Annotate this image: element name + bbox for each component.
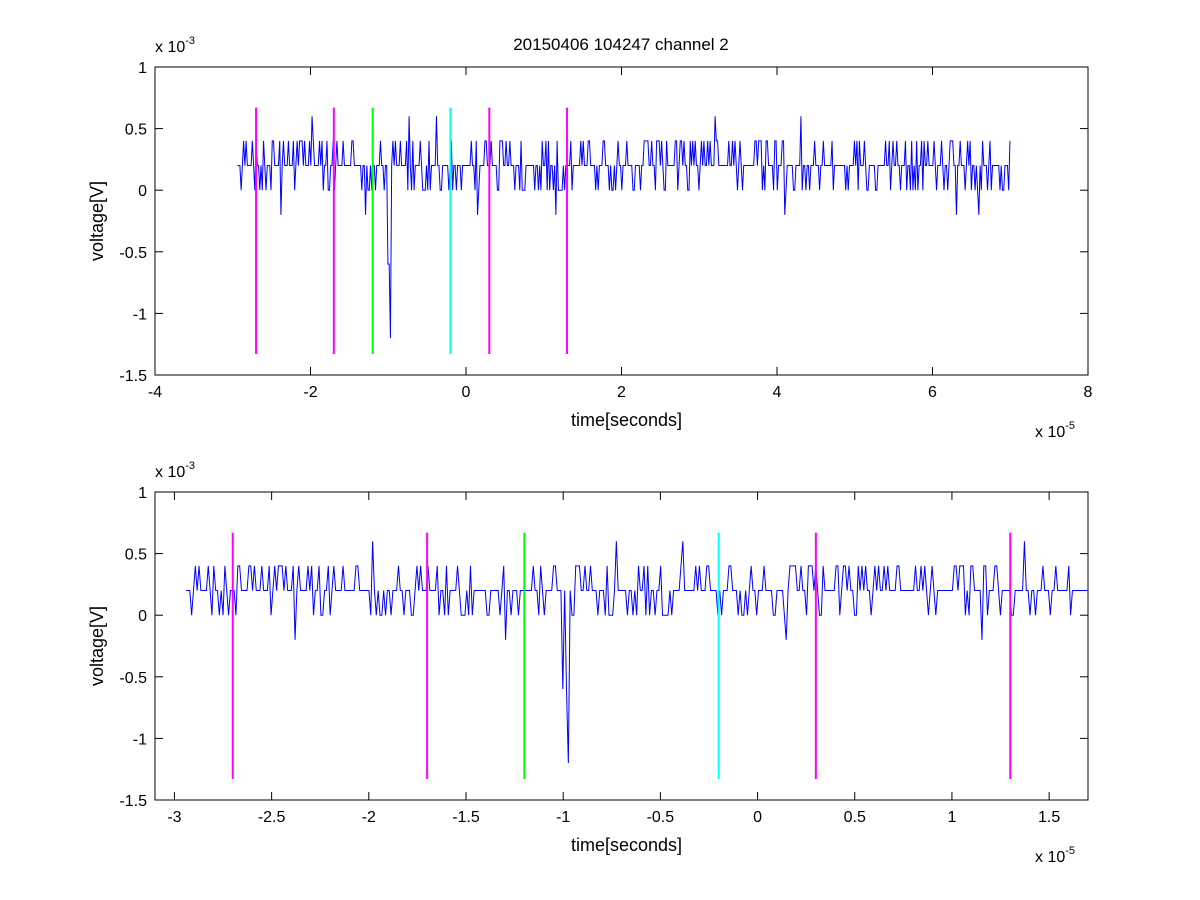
- x-exponent-label: x 10-5: [1035, 845, 1075, 866]
- x-tick-label: -4: [148, 384, 162, 401]
- y-exponent-power: -3: [185, 460, 195, 472]
- x-tick-label: -0.5: [647, 809, 675, 826]
- x-exponent-power: -5: [1065, 845, 1075, 857]
- x-exponent-power: -5: [1065, 420, 1075, 432]
- x-tick-label: 1.5: [1038, 809, 1060, 826]
- y-tick-label: 0: [138, 608, 147, 625]
- x-tick-label: -1: [556, 809, 570, 826]
- y-tick-label: -1.5: [119, 368, 147, 385]
- axes-bottom: -3 -2.5 -2 -1.5 -1 -0.5 0 0.5 1 1.5 -1.5 -1 -0.5 0 0.5…: [87, 460, 1089, 866]
- x-tick-label: 6: [928, 384, 937, 401]
- y-tick-label: 1: [138, 485, 147, 502]
- x-tick-label: 0: [462, 384, 471, 401]
- figure-title: 20150406 104247 channel 2: [513, 35, 729, 54]
- series-line-0: [237, 116, 1011, 339]
- axes-top: -4 -2 0 2 4 6 8 -1.5 -1 -0.5 0 0.5 1 time[seconds] vol…: [87, 35, 1093, 441]
- x-axis-label: time[seconds]: [571, 410, 682, 430]
- y-tick-label: -1.5: [119, 793, 147, 810]
- y-tick-label: 1: [138, 60, 147, 77]
- y-tick-label: 0: [138, 183, 147, 200]
- y-exponent-power: -3: [185, 35, 195, 47]
- x-tick-label: 8: [1084, 384, 1093, 401]
- series-line-0: [186, 541, 1088, 764]
- x-tick-label: -2: [303, 384, 317, 401]
- y-exponent-label: x 10-3: [155, 35, 195, 56]
- x-exponent-label: x 10-5: [1035, 420, 1075, 441]
- y-exponent-label: x 10-3: [155, 460, 195, 481]
- x-tick-label: -1.5: [452, 809, 480, 826]
- x-tick-label: 2: [617, 384, 626, 401]
- x-tick-label: 4: [773, 384, 782, 401]
- y-tick-label: -0.5: [119, 245, 147, 262]
- y-axis-label: voltage[V]: [87, 606, 107, 686]
- x-tick-label: 1: [947, 809, 956, 826]
- x-tick-label: 0.5: [844, 809, 866, 826]
- x-axis-label: time[seconds]: [571, 835, 682, 855]
- y-tick-label: -1: [133, 731, 147, 748]
- y-axis-label: voltage[V]: [87, 181, 107, 261]
- y-tick-label: -0.5: [119, 670, 147, 687]
- axes-frame: [154, 491, 1089, 801]
- x-tick-label: -2.5: [258, 809, 286, 826]
- y-tick-label: -1: [133, 306, 147, 323]
- x-tick-label: 0: [753, 809, 762, 826]
- y-tick-label: 0.5: [125, 547, 147, 564]
- x-tick-label: -2: [362, 809, 376, 826]
- x-tick-label: -3: [167, 809, 181, 826]
- y-tick-label: 0.5: [125, 122, 147, 139]
